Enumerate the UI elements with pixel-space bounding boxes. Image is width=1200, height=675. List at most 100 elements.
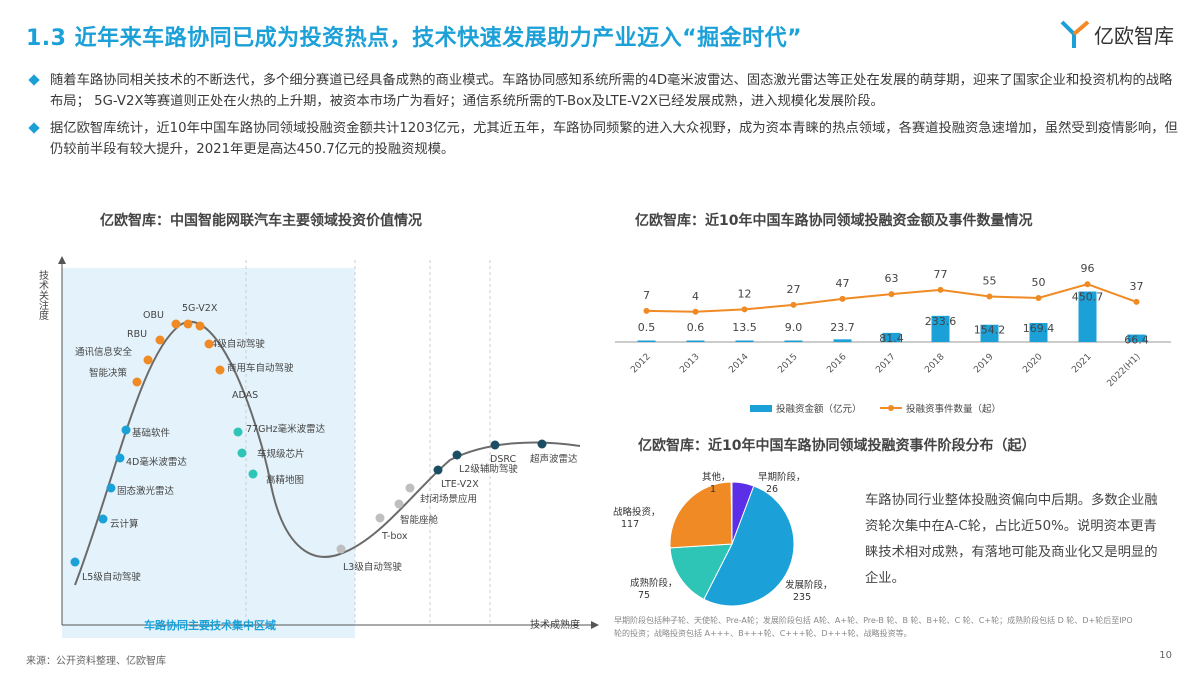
line-value-label: 7 bbox=[643, 289, 650, 302]
hype-chart-title: 亿欧智库：中国智能网联汽车主要领域投资价值情况 bbox=[100, 213, 422, 229]
hype-point-label: 5G-V2X bbox=[182, 303, 218, 314]
page-number: 10 bbox=[1159, 650, 1172, 661]
funding-bar-line-chart: 0.5 7 2012 0.6 4 2013 13.5 12 2014 9.0 27 2015 23.7 4… bbox=[615, 262, 1171, 415]
bar bbox=[1127, 334, 1146, 342]
hype-point-label: L2级辅助驾驶 bbox=[459, 463, 518, 475]
bar bbox=[686, 340, 705, 342]
hype-point-label: L4级自动驾驶 bbox=[206, 338, 265, 350]
bullet-text: 据亿欧智库统计，近10年中国车路协同领域投融资金额共计1203亿元，尤其近五年，… bbox=[50, 121, 1178, 157]
hype-point-label: OBU bbox=[143, 310, 164, 321]
hype-point bbox=[233, 427, 243, 437]
hype-point bbox=[452, 450, 462, 460]
hype-point-label: 云计算 bbox=[110, 518, 139, 530]
line-value-label: 63 bbox=[885, 272, 899, 285]
yiou-y-logo-icon bbox=[1060, 20, 1090, 48]
bar bbox=[882, 332, 901, 342]
line-point bbox=[643, 307, 650, 314]
series-line bbox=[646, 283, 1137, 313]
hype-point bbox=[433, 465, 443, 475]
x-tick-label: 2012 bbox=[629, 352, 652, 375]
hype-point-label: 智能决策 bbox=[89, 367, 128, 379]
brand-logo: 亿欧智库 bbox=[1060, 18, 1174, 50]
hype-point-label: DSRC bbox=[490, 454, 516, 465]
line-value-label: 4 bbox=[692, 290, 699, 303]
hype-point bbox=[132, 377, 142, 387]
legend-label: 投融资事件数量（起） bbox=[906, 403, 1001, 415]
hype-point bbox=[115, 453, 125, 463]
bar bbox=[735, 340, 754, 342]
x-tick-label: 2018 bbox=[923, 352, 946, 375]
bar-value-label: 233.6 bbox=[925, 315, 957, 328]
bar bbox=[1078, 291, 1097, 342]
bar bbox=[833, 339, 852, 342]
line-point bbox=[888, 291, 895, 298]
stage-distribution-pie-chart: 早期阶段，26 发展阶段，235 成熟阶段，75 战略投资，117 其他，1 bbox=[613, 471, 833, 607]
pie-slice-label: 其他， bbox=[702, 471, 731, 483]
hype-point bbox=[171, 319, 181, 329]
hype-point bbox=[490, 440, 500, 450]
x-tick-label: 2013 bbox=[678, 352, 701, 375]
hype-curve-chart: L5级自动驾驶 云计算 固态激光雷达 4D毫米波雷达 基础软件 智能决策 通讯信息安全 RBU… bbox=[37, 256, 599, 638]
bar-value-label: 169.4 bbox=[1023, 322, 1055, 335]
bar-chart-title: 亿欧智库：近10年中国车路协同领域投融资金额及事件数量情况 bbox=[635, 213, 1033, 229]
line-value-label: 27 bbox=[787, 283, 801, 296]
x-tick-label: 2014 bbox=[727, 352, 750, 375]
hype-point bbox=[336, 544, 346, 554]
line-value-label: 50 bbox=[1032, 276, 1046, 289]
hype-point bbox=[237, 448, 247, 458]
bar-value-label: 81.4 bbox=[879, 332, 904, 345]
bar bbox=[784, 340, 803, 342]
hype-point bbox=[155, 335, 165, 345]
hype-point-label: 商用车自动驾驶 bbox=[227, 362, 294, 374]
hype-point bbox=[121, 425, 131, 435]
pie-chart-title: 亿欧智库：近10年中国车路协同领域投融资事件阶段分布（起） bbox=[638, 438, 1036, 454]
pie-slice-value: 117 bbox=[621, 519, 639, 530]
pie-slice bbox=[730, 481, 733, 545]
hype-point bbox=[537, 439, 547, 449]
x-tick-label: 2015 bbox=[776, 352, 799, 375]
hype-point-label: 高精地图 bbox=[266, 474, 304, 486]
hype-curve bbox=[74, 321, 581, 586]
line-value-label: 55 bbox=[983, 275, 997, 288]
line-point bbox=[1084, 281, 1091, 288]
legend-line-marker bbox=[888, 405, 894, 411]
hype-point bbox=[215, 365, 225, 375]
line-point bbox=[1133, 298, 1140, 305]
hype-point-label: ADAS bbox=[232, 390, 258, 401]
bar bbox=[637, 340, 656, 342]
bullet-text: 随着车路协同相关技术的不断迭代，多个细分赛道已经具备成熟的商业模式。车路协同感知… bbox=[50, 73, 1173, 109]
diamond-bullet-icon bbox=[28, 74, 40, 86]
line-value-label: 12 bbox=[738, 287, 752, 300]
bar-value-label: 13.5 bbox=[732, 321, 757, 334]
line-point bbox=[741, 306, 748, 313]
hype-point-label: 通讯信息安全 bbox=[75, 346, 133, 358]
pie-slice-label: 战略投资， bbox=[613, 506, 661, 518]
hype-point bbox=[183, 319, 193, 329]
page-title: 1.3 近年来车路协同已成为投资热点，技术快速发展助力产业迈入“掘金时代” bbox=[26, 26, 803, 51]
x-axis-label: 技术成熟度 bbox=[530, 618, 580, 631]
x-tick-label: 2016 bbox=[825, 352, 848, 375]
hype-point bbox=[143, 355, 153, 365]
hype-point-label: LTE-V2X bbox=[441, 479, 479, 490]
bar-value-label: 450.7 bbox=[1072, 291, 1104, 304]
bullet-list: 随着车路协同相关技术的不断迭代，多个细分赛道已经具备成熟的商业模式。车路协同感知… bbox=[28, 70, 1180, 166]
x-tick-label: 2021 bbox=[1070, 352, 1093, 375]
line-value-label: 47 bbox=[836, 277, 850, 290]
pie-slice-label: 成熟阶段， bbox=[630, 577, 678, 589]
bar bbox=[931, 315, 950, 342]
pie-slice bbox=[703, 485, 795, 607]
hype-point-label: T-box bbox=[381, 531, 408, 542]
legend-bar-swatch bbox=[750, 405, 772, 412]
source-note: 来源：公开资料整理、亿欧智库 bbox=[26, 656, 166, 667]
bar-value-label: 66.4 bbox=[1124, 334, 1149, 347]
pie-footnote: 早期阶段包括种子轮、天使轮、Pre-A轮；发展阶段包括 A轮、A+轮、Pre-B… bbox=[614, 616, 1133, 638]
hype-point bbox=[375, 513, 385, 523]
line-point bbox=[839, 295, 846, 302]
pie-slice-label: 发展阶段， bbox=[785, 579, 833, 591]
line-value-label: 96 bbox=[1081, 262, 1095, 275]
bullet-item: 据亿欧智库统计，近10年中国车路协同领域投融资金额共计1203亿元，尤其近五年，… bbox=[28, 118, 1180, 160]
line-point bbox=[790, 301, 797, 308]
x-tick-label: 2017 bbox=[874, 352, 897, 375]
hype-point-label: RBU bbox=[127, 329, 147, 340]
hype-point-label: 4D毫米波雷达 bbox=[126, 456, 187, 468]
